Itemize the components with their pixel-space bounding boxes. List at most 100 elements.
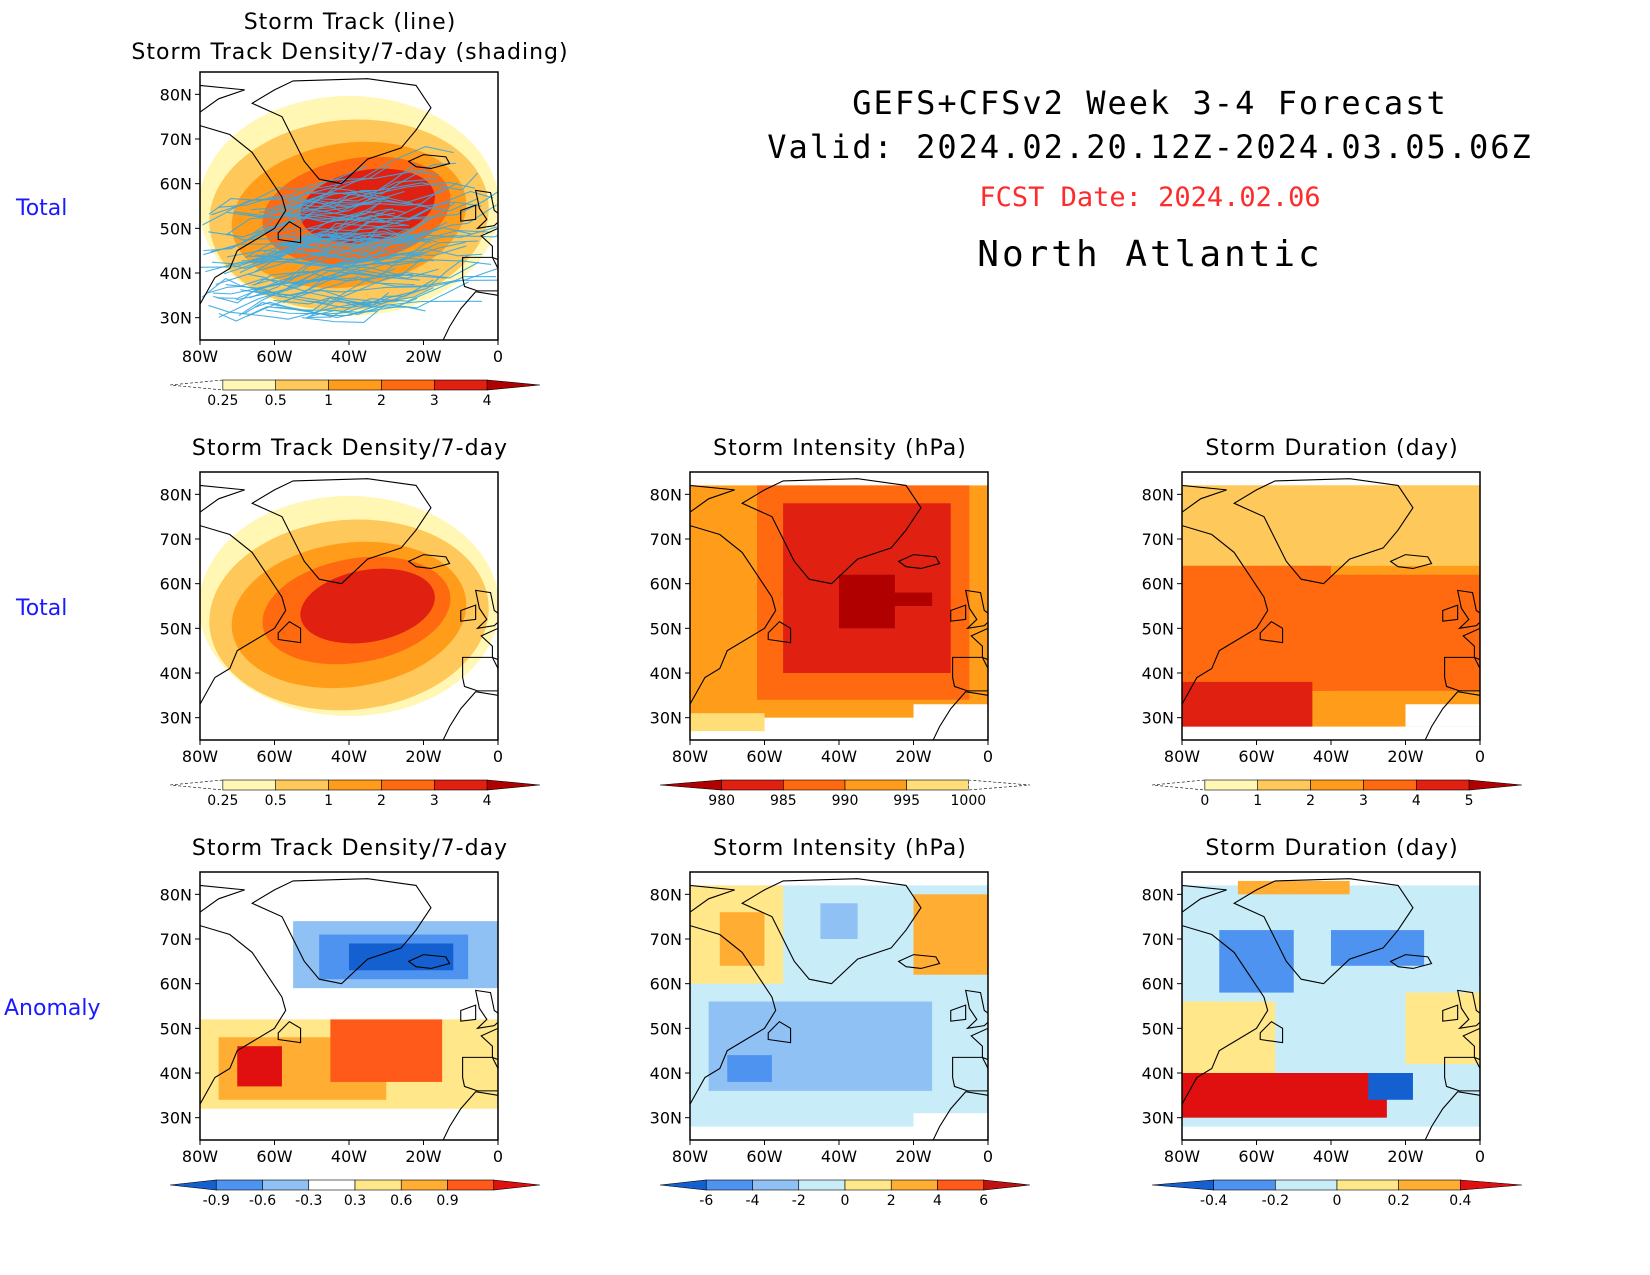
lon-tick-label: 80W [1164, 1147, 1200, 1166]
map-intensity-anomaly: 80N 70N 60N 50N 40N 30N 80W 60W 40W 20W 0 [650, 871, 993, 1166]
valid-range: Valid: 2024.02.20.12Z-2024.03.05.06Z [767, 128, 1533, 166]
lat-tick-label: 40N [160, 264, 192, 283]
shading-field [690, 872, 988, 1140]
colorbar-swatch [493, 1179, 541, 1191]
colorbar-label: 5 [1465, 793, 1474, 809]
lat-tick-label: 50N [650, 619, 682, 638]
lat-tick-label: 60N [160, 975, 192, 994]
forecast-date: FCST Date: 2024.02.06 [979, 182, 1321, 213]
panel-title-duration-anomaly: Storm Duration (day) [1205, 836, 1459, 861]
lon-tick-label: 60W [746, 1147, 782, 1166]
lon-tick-label: 40W [1313, 1147, 1349, 1166]
colorbar-swatch [308, 1179, 356, 1191]
colorbar-swatch [1468, 779, 1523, 791]
lon-tick-label: 40W [821, 1147, 857, 1166]
map-density-total: 80N 70N 60N 50N 40N 30N 80W 60W 40W 20W 0 [160, 471, 503, 766]
lat-tick-label: 50N [1142, 1019, 1174, 1038]
lat-tick-label: 60N [160, 175, 192, 194]
colorbar-swatch [381, 779, 435, 791]
lat-tick-label: 80N [650, 885, 682, 904]
colorbar-swatch [705, 1179, 753, 1191]
lat-tick-label: 40N [1142, 664, 1174, 683]
colorbar-swatch [1310, 779, 1364, 791]
lat-tick-label: 40N [650, 664, 682, 683]
lat-tick-label: 50N [1142, 619, 1174, 638]
region-name: North Atlantic [977, 234, 1323, 275]
lat-tick-label: 70N [160, 530, 192, 549]
row-label-anomaly: Anomaly [4, 996, 101, 1021]
colorbar-swatch [659, 779, 722, 791]
lat-tick-label: 80N [1142, 485, 1174, 504]
lon-tick-label: 20W [405, 347, 441, 366]
colorbar-label: 2 [377, 793, 386, 809]
lon-tick-label: 20W [405, 747, 441, 766]
colorbar-swatch [169, 379, 224, 391]
lat-tick-label: 50N [160, 1019, 192, 1038]
colorbar-swatch [1257, 779, 1311, 791]
lon-tick-label: 20W [1387, 747, 1423, 766]
lat-tick-label: 70N [160, 130, 192, 149]
colorbar-label: 985 [770, 793, 797, 809]
lon-tick-label: 60W [256, 347, 292, 366]
lon-tick-label: 20W [895, 747, 931, 766]
colorbar-density-total: 0.25 0.5 1 2 3 4 [169, 779, 541, 809]
colorbar-label: 1 [1253, 793, 1262, 809]
colorbar-label: 0.6 [390, 1193, 412, 1209]
colorbar-swatch [983, 1179, 1031, 1191]
colorbar-label: 3 [430, 793, 439, 809]
forecast-title: GEFS+CFSv2 Week 3-4 Forecast [852, 84, 1448, 122]
colorbar-label: -2 [792, 1193, 806, 1209]
lon-tick-label: 40W [331, 347, 367, 366]
row-label-total-2: Total [16, 596, 68, 621]
colorbar-label: 2 [377, 393, 386, 409]
lat-tick-label: 30N [160, 1109, 192, 1128]
colorbar-duration-total: 0 1 2 3 4 5 [1151, 779, 1523, 809]
colorbar-label: -0.9 [203, 1193, 230, 1209]
colorbar-label: 990 [832, 793, 859, 809]
shading-field [200, 872, 498, 1140]
lon-tick-label: 0 [493, 1147, 503, 1166]
colorbar-swatch [215, 1179, 263, 1191]
colorbar-label: 3 [1359, 793, 1368, 809]
colorbar-label: 4 [483, 393, 492, 409]
lon-tick-label: 0 [493, 347, 503, 366]
lat-tick-label: 80N [160, 85, 192, 104]
lat-tick-label: 70N [650, 930, 682, 949]
colorbar-label: 3 [430, 393, 439, 409]
lon-tick-label: 0 [983, 1147, 993, 1166]
lat-tick-label: 70N [160, 930, 192, 949]
lat-tick-label: 30N [650, 1109, 682, 1128]
lon-tick-label: 0 [1475, 747, 1485, 766]
colorbar-density-anomaly: -0.9 -0.6 -0.3 0.3 0.6 0.9 [169, 1179, 541, 1209]
lon-tick-label: 40W [331, 1147, 367, 1166]
panel-title-duration-total: Storm Duration (day) [1205, 436, 1459, 461]
colorbar-label: 0.4 [1449, 1193, 1471, 1209]
lat-tick-label: 40N [1142, 1064, 1174, 1083]
colorbar-swatch [222, 379, 277, 391]
colorbar-swatch [381, 379, 435, 391]
colorbar-swatch [752, 1179, 800, 1191]
panel-title-intensity-total: Storm Intensity (hPa) [713, 436, 967, 461]
colorbar-label: 1 [324, 793, 333, 809]
lon-tick-label: 60W [746, 747, 782, 766]
lat-tick-label: 50N [160, 619, 192, 638]
colorbar-duration-anomaly: -0.4 -0.2 0 0.2 0.4 [1151, 1179, 1523, 1209]
colorbar-swatch [354, 1179, 402, 1191]
colorbar-label: 1000 [951, 793, 987, 809]
lat-tick-label: 70N [1142, 530, 1174, 549]
colorbar-label: 4 [933, 1193, 942, 1209]
map-density-anomaly: 80N 70N 60N 50N 40N 30N 80W 60W 40W 20W 0 [160, 871, 503, 1166]
lat-tick-label: 80N [160, 885, 192, 904]
colorbar-swatch [659, 1179, 707, 1191]
lon-tick-label: 20W [405, 1147, 441, 1166]
panel-title-storm-track-line: Storm Track (line) [243, 10, 457, 35]
colorbar-swatch [486, 779, 541, 791]
colorbar-label: -0.2 [1262, 1193, 1289, 1209]
lon-tick-label: 0 [493, 747, 503, 766]
colorbar-label: 995 [893, 793, 920, 809]
lon-tick-label: 20W [1387, 1147, 1423, 1166]
colorbar-swatch [844, 1179, 892, 1191]
colorbar-swatch [486, 379, 541, 391]
lon-tick-label: 80W [182, 747, 218, 766]
colorbar-label: 0 [841, 1193, 850, 1209]
